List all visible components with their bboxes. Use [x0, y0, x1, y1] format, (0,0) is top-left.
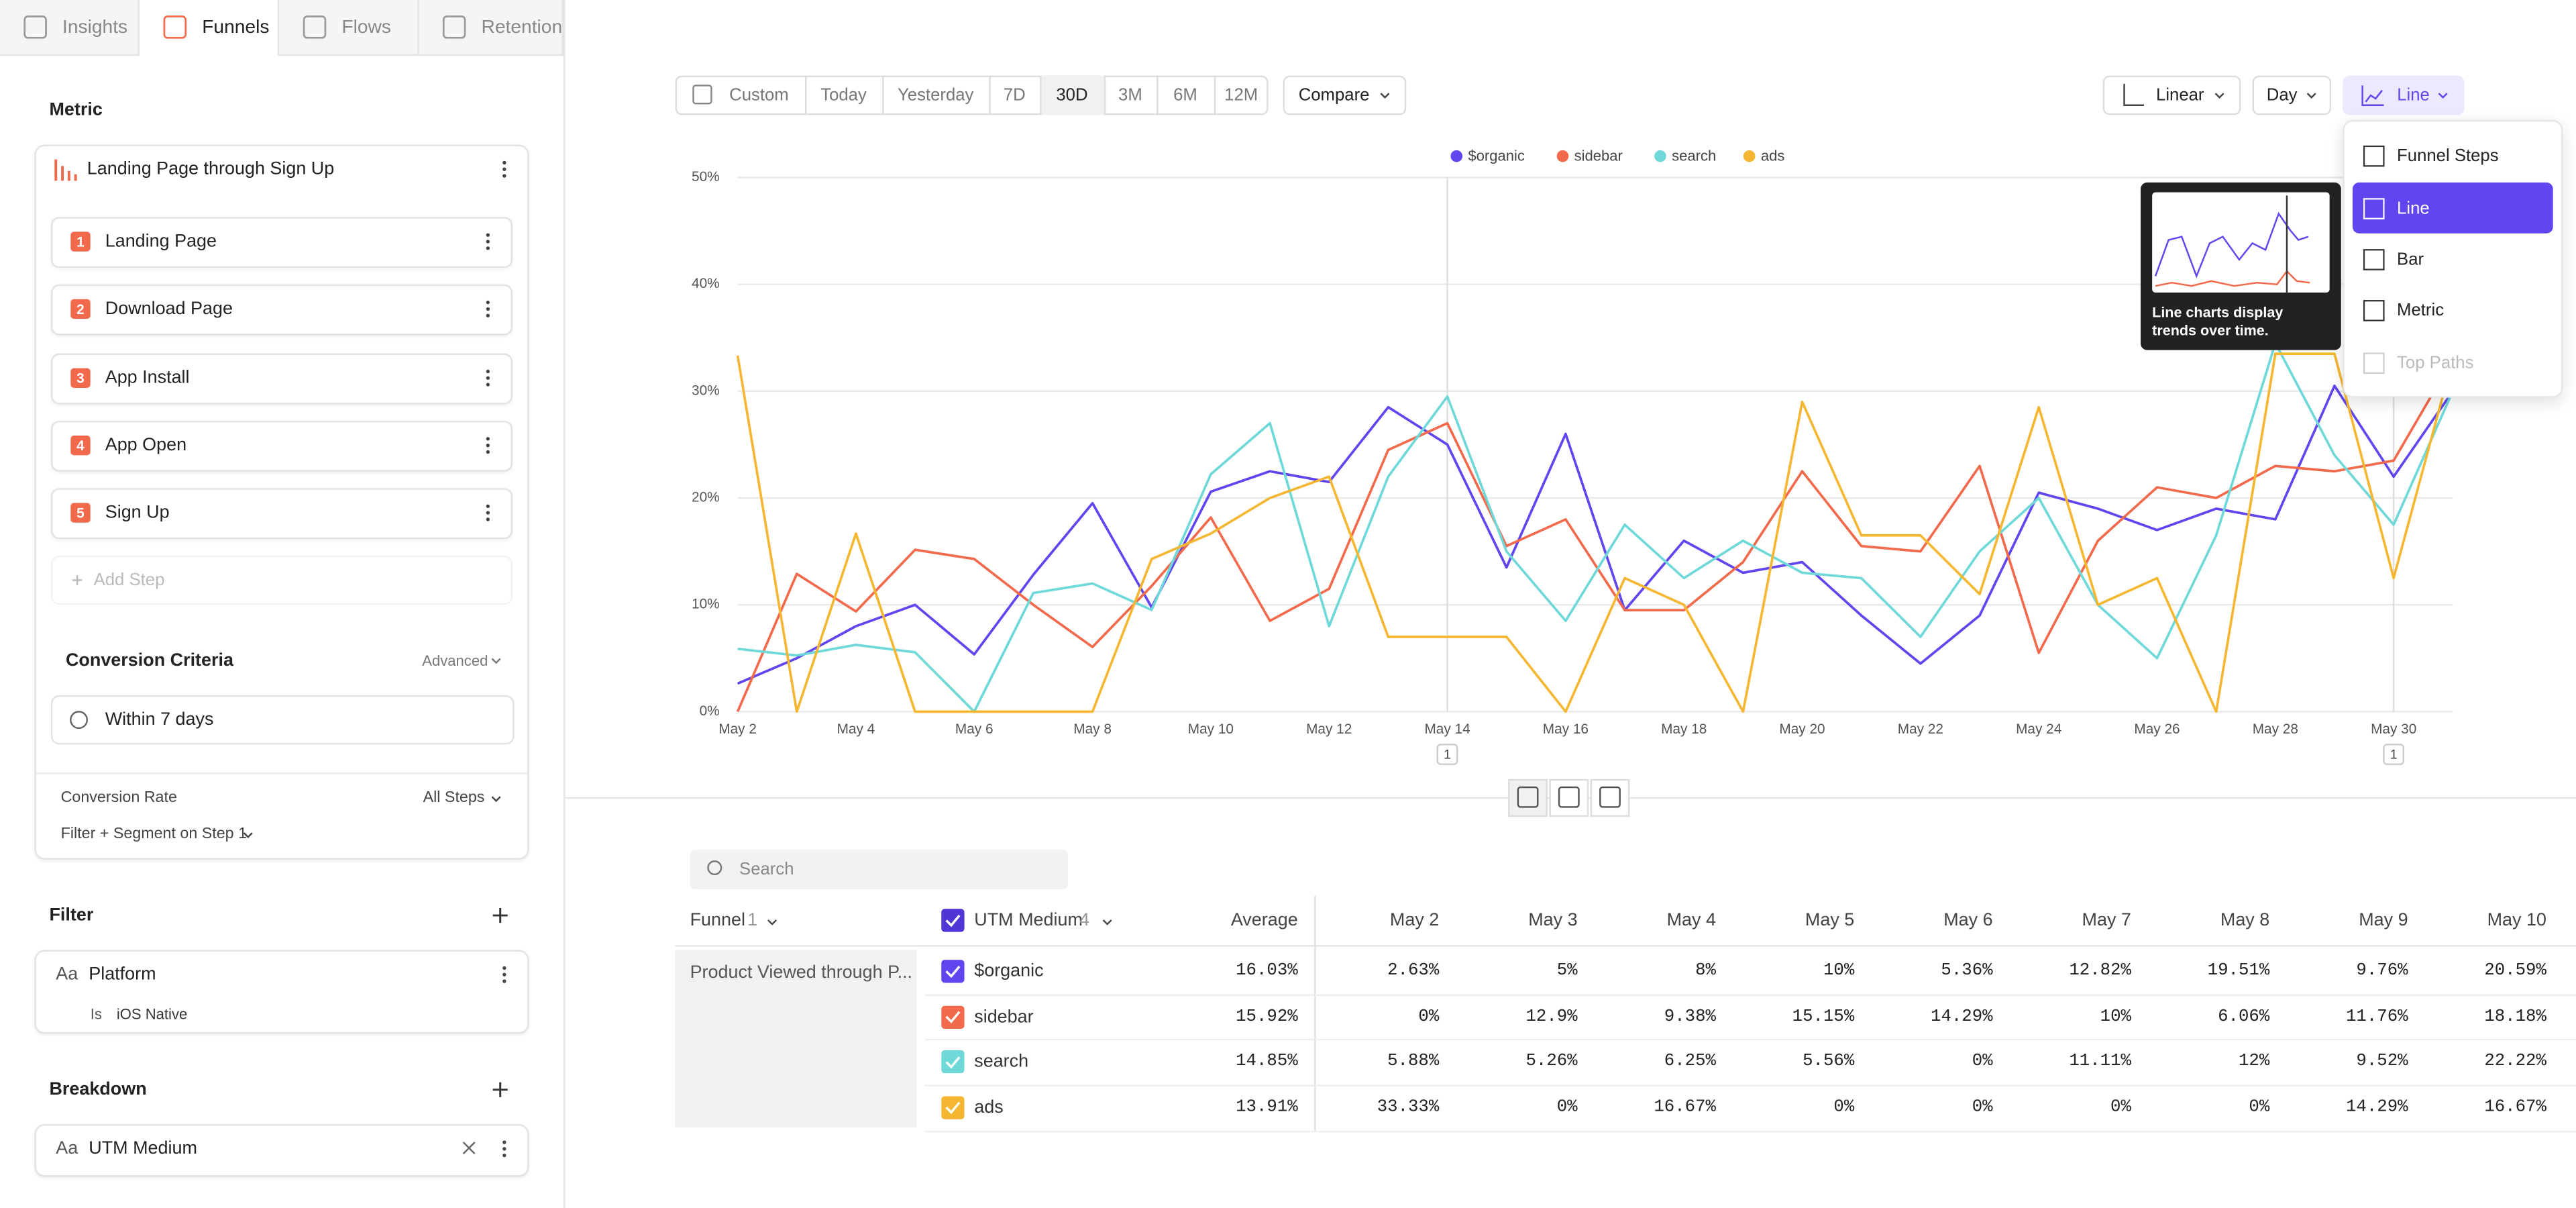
chevron [492, 659, 500, 663]
chevron [2308, 93, 2316, 97]
check [947, 1012, 960, 1022]
check [947, 1057, 960, 1067]
chevron [1103, 920, 1111, 924]
chevron [1381, 93, 1389, 97]
menu-icon [2364, 146, 2383, 166]
kebab-dot [502, 973, 506, 976]
kebab-dot [486, 301, 490, 304]
menu-icon [2364, 301, 2383, 320]
kebab-dot [486, 437, 490, 440]
menu-icon [2364, 354, 2383, 373]
chevron [768, 920, 776, 924]
remove-icon [464, 1142, 475, 1154]
tab-icon [304, 16, 325, 38]
kebab-dot [502, 966, 506, 970]
add-icon [493, 1083, 508, 1097]
layout-icon [1518, 787, 1538, 807]
scale-icon [2125, 84, 2144, 105]
add-icon [493, 908, 508, 923]
line-icon [2363, 85, 2384, 105]
chevron [2439, 93, 2447, 97]
kebab-dot [486, 307, 490, 311]
kebab-dot [502, 1154, 506, 1157]
layout-icon [1600, 787, 1619, 807]
check [947, 966, 960, 976]
kebab-dot [486, 517, 490, 521]
funnel-icon [56, 160, 75, 181]
kebab-dot [502, 1140, 506, 1144]
chevron [492, 797, 500, 801]
search-icon [708, 861, 722, 874]
kebab-dot [502, 979, 506, 983]
kebab-dot [502, 1147, 506, 1150]
kebab-dot [486, 240, 490, 243]
tab-icon [164, 16, 186, 38]
menu-icon [2364, 250, 2383, 269]
calendar-icon [693, 85, 711, 103]
kebab-dot [486, 383, 490, 386]
check [947, 1103, 960, 1113]
kebab-dot [486, 314, 490, 317]
plus-icon [72, 575, 83, 585]
check [947, 915, 960, 925]
kebab-dot [502, 168, 506, 171]
preview-line [2155, 213, 2308, 276]
clock-icon [70, 711, 87, 727]
kebab-dot [486, 234, 490, 237]
kebab-dot [486, 246, 490, 250]
kebab-dot [486, 444, 490, 447]
kebab-dot [486, 450, 490, 454]
chevron [244, 833, 252, 837]
kebab-dot [486, 376, 490, 380]
chevron [2215, 93, 2223, 97]
kebab-dot [502, 174, 506, 177]
tab-icon [25, 16, 46, 38]
tab-icon [443, 16, 465, 38]
menu-icon [2364, 199, 2383, 218]
layout-icon [1559, 787, 1578, 807]
kebab-dot [486, 505, 490, 508]
kebab-dot [486, 511, 490, 514]
kebab-dot [486, 370, 490, 373]
kebab-dot [502, 161, 506, 164]
